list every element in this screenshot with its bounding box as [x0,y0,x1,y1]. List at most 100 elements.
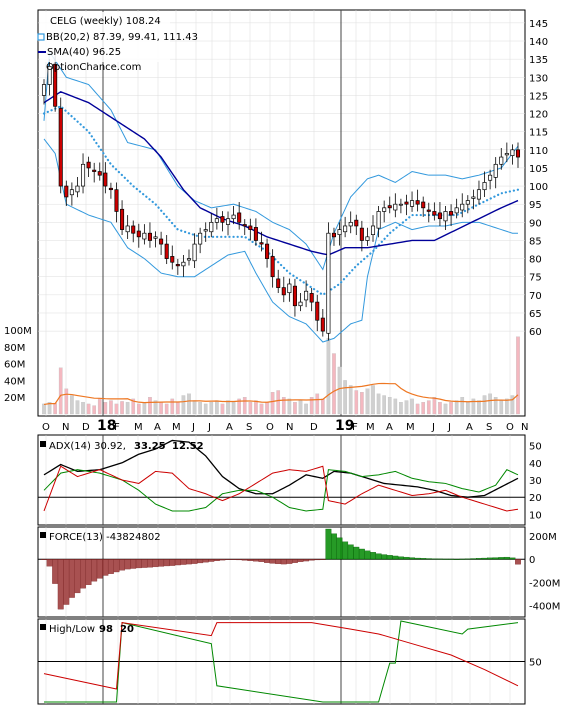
candle-body [393,203,398,211]
candle-body [298,301,303,307]
volume-bar [114,403,119,415]
adx-tick-label: 50 [529,442,542,453]
highlow-tick-label: 50 [529,658,542,669]
force-bar [102,559,109,576]
candle-body [114,189,119,212]
volume-layer [42,336,520,415]
candle-body [287,283,292,294]
volume-bar [248,402,253,415]
force-bar [386,555,393,560]
force-bar [46,559,53,567]
candle-body [443,211,448,222]
force-bar [191,559,198,564]
volume-bar [516,336,520,415]
candle-body [415,200,420,205]
volume-bar [332,353,336,415]
candle-body [142,232,147,240]
volume-bar [53,402,57,415]
adx-layer [43,439,519,512]
volume-bar [438,402,442,415]
price-tick-label: 75 [529,273,542,284]
volume-bar [187,393,191,415]
force-bar [96,559,103,579]
legend-bb: BB(20,2) 87.39, 99.41, 111.43 [46,32,198,43]
force-bar [219,559,226,561]
candle-body [281,287,286,296]
month-label: N [521,422,528,433]
candle-body [103,172,108,187]
price-tick-label: 60 [529,327,542,338]
force-bar [264,559,270,563]
volume-bar [499,400,504,415]
volume-bar [505,398,509,415]
candle-body [170,256,175,263]
volume-bar [365,388,370,415]
low-value: 20 [120,624,134,635]
volume-bar [203,403,208,415]
month-label: J [191,422,195,433]
highlow-legend: High/Low 98 20 [40,624,134,635]
force-bar [241,559,248,561]
force-bar [169,559,176,566]
force-bar [230,559,237,560]
volume-bar [304,403,308,415]
volume-bar [382,395,386,415]
volume-bar [254,400,258,415]
volume-bar [265,402,269,415]
candle-body [136,230,141,238]
candle-body [248,225,253,230]
price-tick-label: 145 [529,19,548,30]
volume-bar [376,393,381,415]
force-bar [308,559,315,561]
force-bar [409,557,415,560]
grid-layer [38,10,525,704]
candle-body [432,211,437,216]
volume-bar [131,398,136,415]
candle-body [387,205,392,209]
force-bar [280,559,287,565]
volume-bar [120,401,124,415]
month-label: O [42,422,50,433]
volume-average-line [43,382,519,406]
force-bar [141,559,148,568]
volume-bar [181,395,186,415]
month-label: J [431,422,435,433]
month-label: D [310,422,318,433]
volume-bar [209,402,214,415]
volume-tick-label: 60M [4,360,25,371]
price-tick-label: 70 [529,291,542,302]
force-bar [107,559,114,574]
volume-bar [170,398,175,415]
price-tick-label: 80 [529,255,542,266]
volume-bar [454,400,459,415]
candle-body [41,84,47,96]
month-label: J [207,422,211,433]
candle-body [315,301,320,321]
candle-body [203,229,208,232]
force-bar [124,559,131,570]
price-legend: CELG (weekly) 108.24 BB(20,2) 87.39, 99.… [37,12,198,73]
candle-body [471,196,476,199]
force-legend-box [40,532,46,538]
volume-bar [360,392,364,415]
force-bar [442,558,449,560]
month-label: A [386,422,393,433]
adx-panel-frame [37,434,526,526]
volume-bar [337,366,342,415]
month-label: M [172,422,181,433]
volume-tick-label: 20M [4,393,25,404]
candle-body [410,200,415,207]
candle-body [437,212,442,220]
volume-bar [471,398,476,415]
force-bar [252,559,259,562]
candle-body [97,171,102,176]
volume-bar [242,397,247,415]
volume-bar [326,338,331,415]
volume-bar [142,402,147,415]
volume-bar [321,398,325,415]
candle-body [108,187,113,191]
price-tick-label: 95 [529,200,542,211]
candle-body [320,317,325,332]
force-bar [403,556,410,560]
